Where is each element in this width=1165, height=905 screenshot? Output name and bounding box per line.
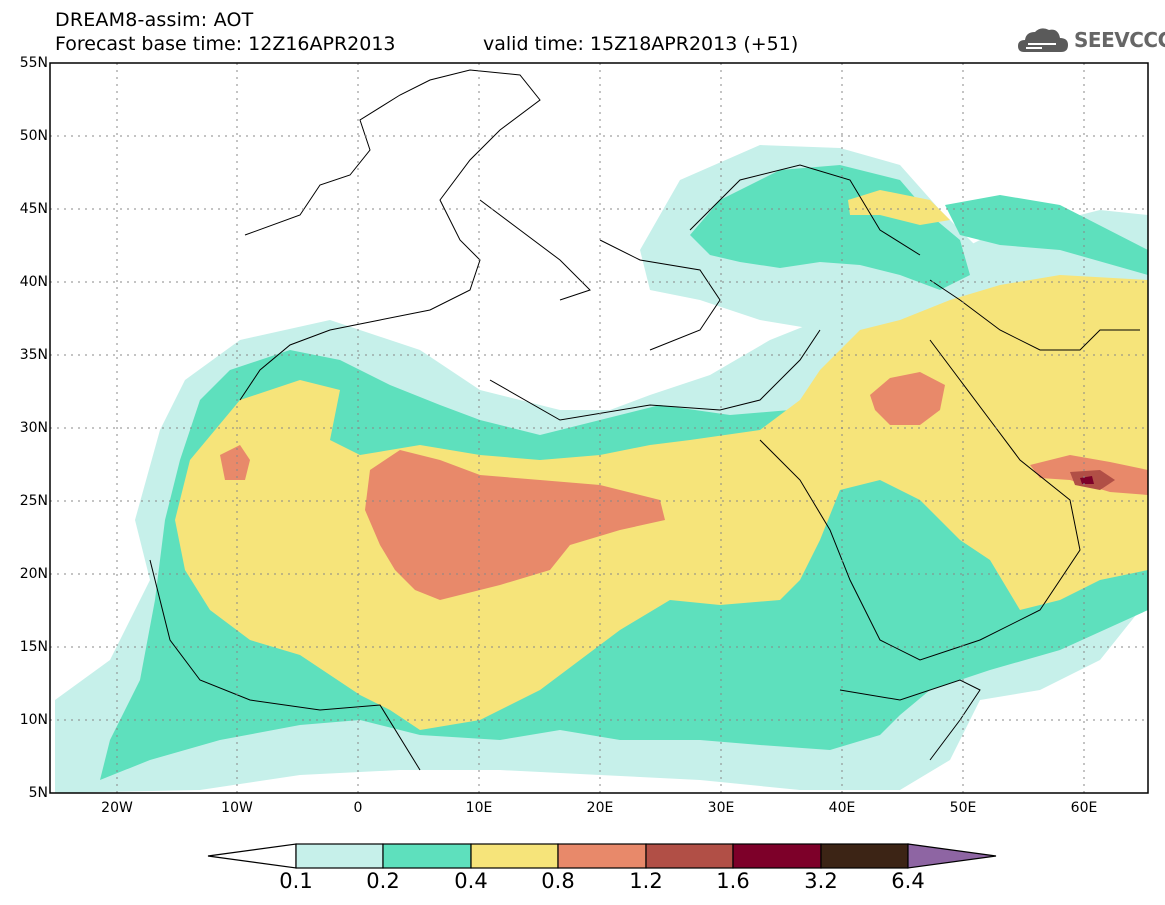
colorbar-label: 1.6 (716, 869, 750, 893)
colorbar-label: 3.2 (804, 869, 838, 893)
colorbar-label: 0.4 (454, 869, 488, 893)
lon-label: 10E (465, 800, 493, 816)
lat-label: 55N (19, 55, 48, 71)
aot-fields (50, 63, 1148, 793)
colorbar-label: 0.2 (366, 869, 400, 893)
lon-label: 30E (707, 800, 735, 816)
colorbar-cell-5 (645, 843, 734, 869)
lon-label: 40E (828, 800, 856, 816)
lat-label: 15N (19, 639, 48, 655)
colorbar (207, 843, 997, 869)
lon-label: 60E (1070, 800, 1098, 816)
aot-level-0.2-caspian (945, 195, 1148, 275)
cloud-icon (1018, 28, 1068, 52)
lon-label: 20E (586, 800, 614, 816)
colorbar-cell-2 (382, 843, 472, 869)
colorbar-cell-under (207, 843, 297, 869)
colorbar-cell-4 (557, 843, 647, 869)
colorbar-label: 0.8 (541, 869, 575, 893)
colorbar-label: 1.2 (629, 869, 663, 893)
colorbar-cell-6 (732, 843, 822, 869)
colorbar-cell-1 (295, 843, 384, 869)
lat-label: 35N (19, 347, 48, 363)
aot-level-0.8-sahara (365, 450, 665, 600)
map-title: DREAM8-assim: AOT (55, 9, 254, 31)
lon-label: 20W (101, 800, 133, 816)
coastlines (149, 69, 1140, 771)
seevccc-logo (1016, 22, 1156, 58)
lat-label: 5N (28, 785, 48, 801)
lat-label: 45N (19, 201, 48, 217)
aot-level-0.4-north (848, 190, 950, 225)
lat-label: 30N (19, 420, 48, 436)
aot-level-0.8-iraq (870, 372, 945, 425)
colorbar-cell-3 (470, 843, 559, 869)
colorbar-label: 6.4 (891, 869, 925, 893)
lat-label: 10N (19, 712, 48, 728)
forecast-base-time: Forecast base time: 12Z16APR2013 (55, 33, 396, 55)
gridlines (50, 63, 1148, 793)
lon-label: 50E (949, 800, 977, 816)
colorbar-cell-7 (820, 843, 909, 869)
colorbar-cell-over (907, 843, 997, 869)
logo-text: SEEVCCC (1074, 28, 1165, 52)
valid-time: valid time: 15Z18APR2013 (+51) (483, 33, 799, 55)
lon-label: 0 (353, 800, 363, 816)
lat-label: 20N (19, 566, 48, 582)
lat-label: 50N (19, 128, 48, 144)
colorbar-label: 0.1 (279, 869, 313, 893)
lat-label: 25N (19, 493, 48, 509)
lat-label: 40N (19, 274, 48, 290)
map-frame (49, 62, 1149, 794)
lon-label: 10W (221, 800, 253, 816)
aot-level-0.8-morocco (220, 445, 250, 480)
